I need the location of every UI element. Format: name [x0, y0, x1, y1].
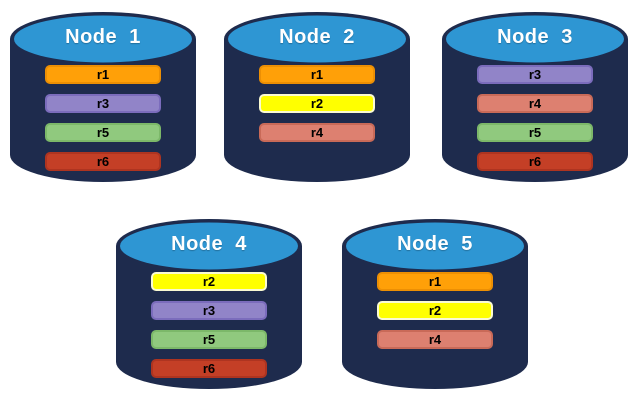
replica-label: r5 — [96, 125, 110, 140]
replica-list: r1 r2 r4 — [340, 272, 530, 349]
cylinder-top-ellipse — [346, 222, 524, 270]
node-title: Node 3 — [497, 26, 573, 48]
replica-label: r2 — [310, 96, 324, 111]
replica-bar-r5: r5 — [477, 123, 593, 142]
replica-label: r6 — [96, 154, 110, 169]
replica-bar-r1: r1 — [259, 65, 375, 84]
replica-label: r4 — [310, 125, 324, 140]
replica-label: r1 — [428, 274, 442, 289]
replica-list: r3 r4 r5 r6 — [440, 65, 630, 171]
replica-bar-r6: r6 — [477, 152, 593, 171]
replica-bar-r2: r2 — [259, 94, 375, 113]
replica-bar-r3: r3 — [151, 301, 267, 320]
replica-list: r1 r2 r4 — [222, 65, 412, 142]
replica-label: r5 — [528, 125, 542, 140]
node-title: Node 4 — [171, 233, 247, 255]
replica-bar-r6: r6 — [45, 152, 161, 171]
replica-label: r6 — [528, 154, 542, 169]
replica-bar-r6: r6 — [151, 359, 267, 378]
replica-label: r2 — [202, 274, 216, 289]
db-node-4: Node 4 r2 r3 r5 r6 — [114, 213, 304, 395]
db-node-5: Node 5 r1 r2 r4 — [340, 213, 530, 395]
replica-bar-r3: r3 — [477, 65, 593, 84]
replica-label: r1 — [310, 67, 324, 82]
replica-label: r2 — [428, 303, 442, 318]
replica-bar-r2: r2 — [151, 272, 267, 291]
cylinder-top-ellipse — [120, 222, 298, 270]
node-title: Node 1 — [65, 26, 141, 48]
replica-label: r6 — [202, 361, 216, 376]
replica-bar-r5: r5 — [45, 123, 161, 142]
replica-label: r3 — [528, 67, 542, 82]
replica-bar-r4: r4 — [477, 94, 593, 113]
replica-bar-r1: r1 — [377, 272, 493, 291]
replica-label: r5 — [202, 332, 216, 347]
replica-bar-r4: r4 — [377, 330, 493, 349]
replica-list: r2 r3 r5 r6 — [114, 272, 304, 378]
replica-list: r1 r3 r5 r6 — [8, 65, 198, 171]
db-node-3: Node 3 r3 r4 r5 r6 — [440, 6, 630, 188]
replica-label: r3 — [202, 303, 216, 318]
node-title: Node 5 — [397, 233, 473, 255]
replica-label: r4 — [528, 96, 542, 111]
replica-label: r4 — [428, 332, 442, 347]
replica-label: r1 — [96, 67, 110, 82]
replica-label: r3 — [96, 96, 110, 111]
replica-bar-r3: r3 — [45, 94, 161, 113]
node-title: Node 2 — [279, 26, 355, 48]
replica-bar-r4: r4 — [259, 123, 375, 142]
replica-bar-r1: r1 — [45, 65, 161, 84]
db-node-1: Node 1 r1 r3 r5 r6 — [8, 6, 198, 188]
cylinder-top-ellipse — [14, 15, 192, 63]
db-node-2: Node 2 r1 r2 r4 — [222, 6, 412, 188]
replica-bar-r2: r2 — [377, 301, 493, 320]
replica-bar-r5: r5 — [151, 330, 267, 349]
cylinder-top-ellipse — [228, 15, 406, 63]
cylinder-top-ellipse — [446, 15, 624, 63]
